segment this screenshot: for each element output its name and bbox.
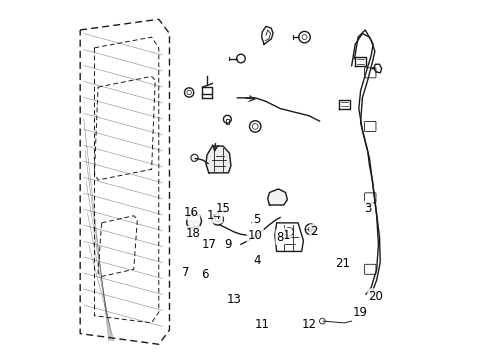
Text: 7: 7: [182, 266, 189, 279]
Text: 15: 15: [215, 202, 230, 215]
Text: 1: 1: [283, 229, 290, 242]
Text: 16: 16: [184, 206, 199, 219]
Text: 4: 4: [253, 254, 260, 267]
Text: 9: 9: [224, 238, 232, 251]
Text: 20: 20: [368, 289, 383, 303]
Text: 17: 17: [201, 238, 216, 251]
Polygon shape: [267, 189, 287, 205]
Text: 10: 10: [247, 229, 262, 242]
Text: 12: 12: [301, 318, 316, 331]
Text: 21: 21: [335, 257, 349, 270]
Text: 14: 14: [206, 209, 221, 222]
Text: 2: 2: [310, 225, 317, 238]
Text: 18: 18: [185, 227, 200, 240]
Text: 19: 19: [352, 306, 367, 319]
Text: 3: 3: [363, 202, 371, 215]
Text: 11: 11: [254, 318, 269, 331]
Text: 13: 13: [226, 293, 242, 306]
Polygon shape: [205, 146, 230, 173]
Text: 8: 8: [276, 231, 284, 244]
Polygon shape: [186, 213, 201, 228]
Bar: [225, 119, 228, 123]
Text: 5: 5: [251, 213, 260, 226]
Text: 6: 6: [201, 268, 208, 281]
